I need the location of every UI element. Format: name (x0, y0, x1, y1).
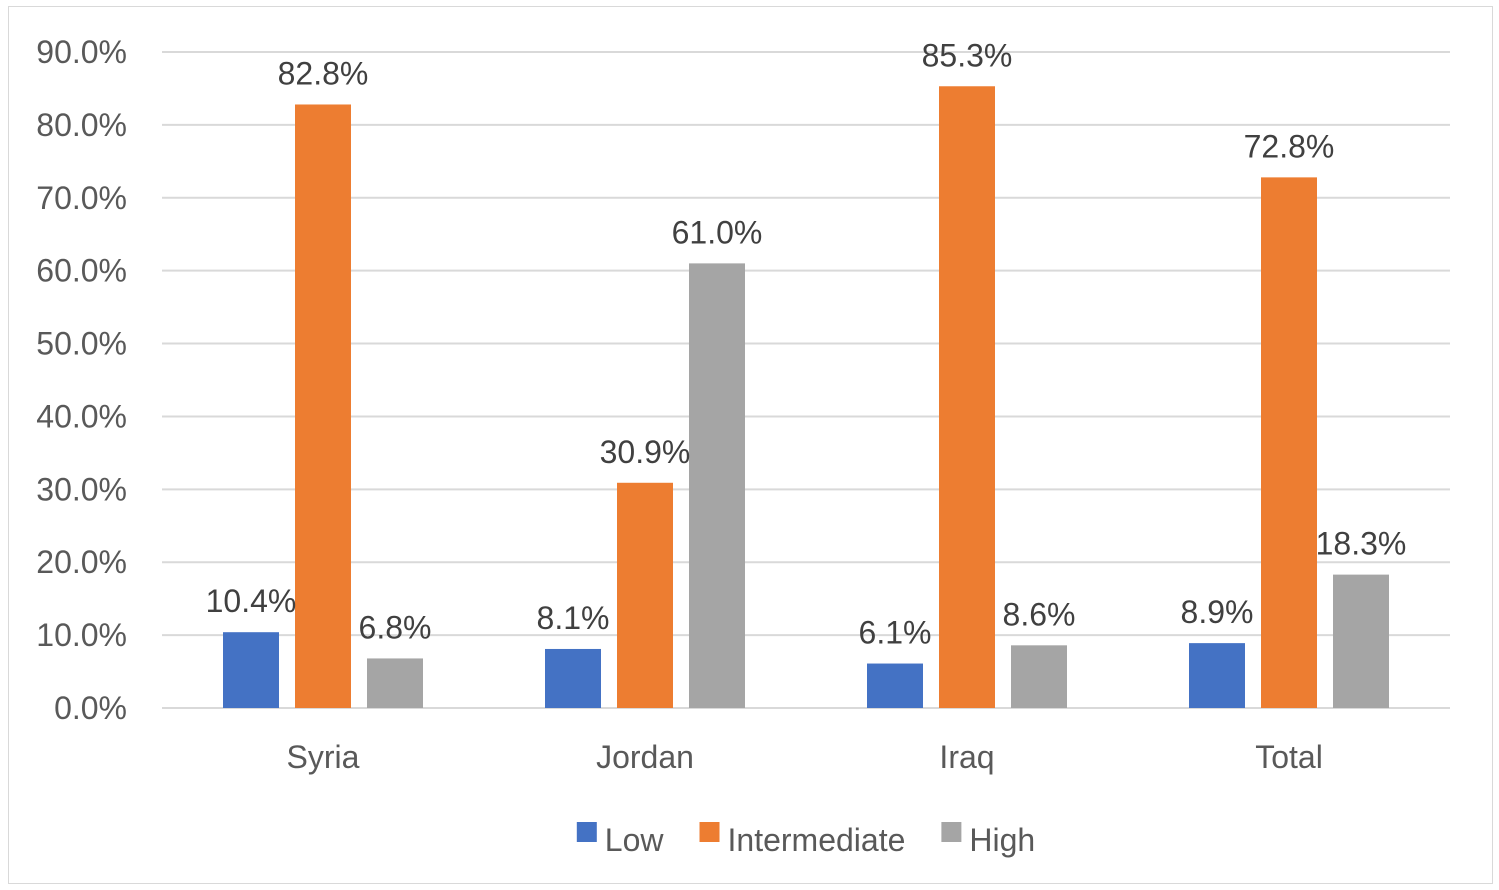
y-tick-label: 0.0% (54, 690, 127, 726)
y-tick-label: 20.0% (36, 544, 127, 580)
data-label-intermediate-syria: 82.8% (278, 55, 369, 91)
bar-low-jordan (545, 648, 601, 708)
legend-label-low: Low (605, 822, 665, 858)
y-tick-label: 10.0% (36, 617, 127, 653)
legend-item-low: Low (576, 822, 665, 858)
bar-low-syria (223, 632, 279, 708)
legend-label-high: High (969, 822, 1035, 858)
legend-swatch-high (941, 822, 962, 842)
data-label-low-syria: 10.4% (206, 583, 297, 619)
data-label-low-iraq: 6.1% (859, 615, 932, 651)
data-label-low-jordan: 8.1% (537, 600, 610, 636)
legend-item-intermediate: Intermediate (699, 822, 906, 858)
y-tick-label: 70.0% (36, 180, 127, 216)
bars (223, 86, 1389, 709)
bar-intermediate-jordan (617, 482, 673, 708)
data-label-low-total: 8.9% (1181, 594, 1254, 630)
legend-label-intermediate: Intermediate (728, 822, 906, 858)
bar-intermediate-iraq (939, 86, 995, 709)
bar-high-jordan (689, 263, 745, 708)
chart-frame (8, 6, 1493, 884)
legend: Low Intermediate High (576, 822, 1035, 858)
category-label-jordan: Jordan (596, 739, 694, 775)
bar-intermediate-total (1261, 177, 1317, 708)
category-label-syria: Syria (287, 739, 360, 775)
category-label-iraq: Iraq (939, 739, 994, 775)
bar-intermediate-syria (295, 104, 351, 709)
bar-high-syria (367, 658, 423, 708)
category-label-total: Total (1255, 739, 1323, 775)
data-label-intermediate-total: 72.8% (1244, 128, 1335, 164)
data-labels: 10.4% 82.8% 6.8% 8.1% 30.9% 61.0% 6.1% 85.3% 8.6… (206, 37, 1407, 650)
y-tick-label: 60.0% (36, 253, 127, 289)
bar-high-iraq (1011, 645, 1067, 708)
data-label-intermediate-iraq: 85.3% (922, 37, 1013, 73)
legend-item-high: High (941, 822, 1035, 858)
bar-low-iraq (867, 663, 923, 708)
legend-swatch-low (576, 822, 597, 842)
y-tick-label: 50.0% (36, 326, 127, 362)
legend-swatch-intermediate (699, 822, 720, 842)
y-tick-label: 80.0% (36, 107, 127, 143)
data-label-intermediate-jordan: 30.9% (600, 434, 691, 470)
data-label-high-total: 18.3% (1316, 526, 1407, 562)
y-tick-label: 30.0% (36, 471, 127, 507)
y-tick-label: 90.0% (36, 34, 127, 70)
data-label-high-syria: 6.8% (359, 609, 432, 645)
y-axis-ticks: 0.0% 10.0% 20.0% 30.0% 40.0% 50.0% 60.0% 70.0% 8… (36, 34, 127, 726)
data-label-high-iraq: 8.6% (1003, 596, 1076, 632)
data-label-high-jordan: 61.0% (672, 214, 763, 250)
bar-high-total (1333, 574, 1389, 708)
y-tick-label: 40.0% (36, 398, 127, 434)
x-axis-categories: Syria Jordan Iraq Total (287, 739, 1323, 775)
bar-low-total (1189, 643, 1245, 708)
